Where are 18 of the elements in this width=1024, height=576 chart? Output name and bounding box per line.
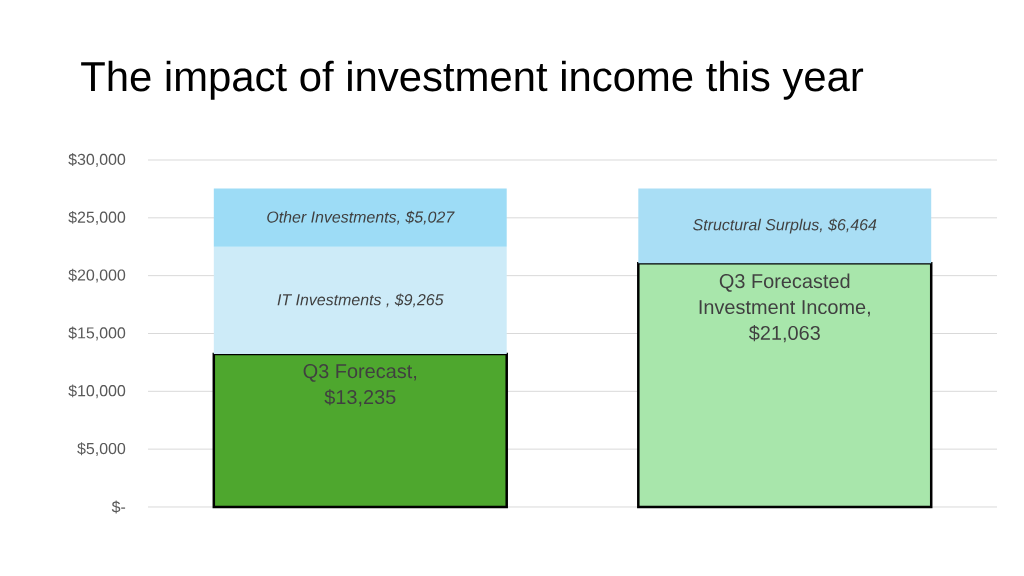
bar	[637, 262, 933, 509]
y-tick-label: $30,000	[68, 153, 126, 167]
bar	[212, 352, 508, 509]
y-tick-label: $15,000	[68, 326, 126, 341]
data-label: Other Investments, $5,027	[267, 210, 455, 225]
data-label: Q3 Forecasted Investment Income, $21,063	[699, 273, 870, 343]
y-tick-label: $25,000	[68, 210, 126, 225]
y-tick-label: $20,000	[68, 268, 126, 283]
data-label: Q3 Forecast, $13,235	[303, 364, 417, 407]
data-label: Structural Surplus, $6,464	[693, 218, 877, 234]
chart-title: The impact of investment income this year	[81, 60, 864, 100]
y-tick-label: $5,000	[77, 442, 126, 457]
bar	[213, 246, 507, 354]
y-tick-label: $10,000	[68, 384, 126, 399]
y-tick-label: $-	[111, 500, 126, 514]
data-label: IT Investments , $9,265	[277, 293, 444, 308]
bar	[213, 188, 507, 247]
bar	[638, 188, 932, 264]
